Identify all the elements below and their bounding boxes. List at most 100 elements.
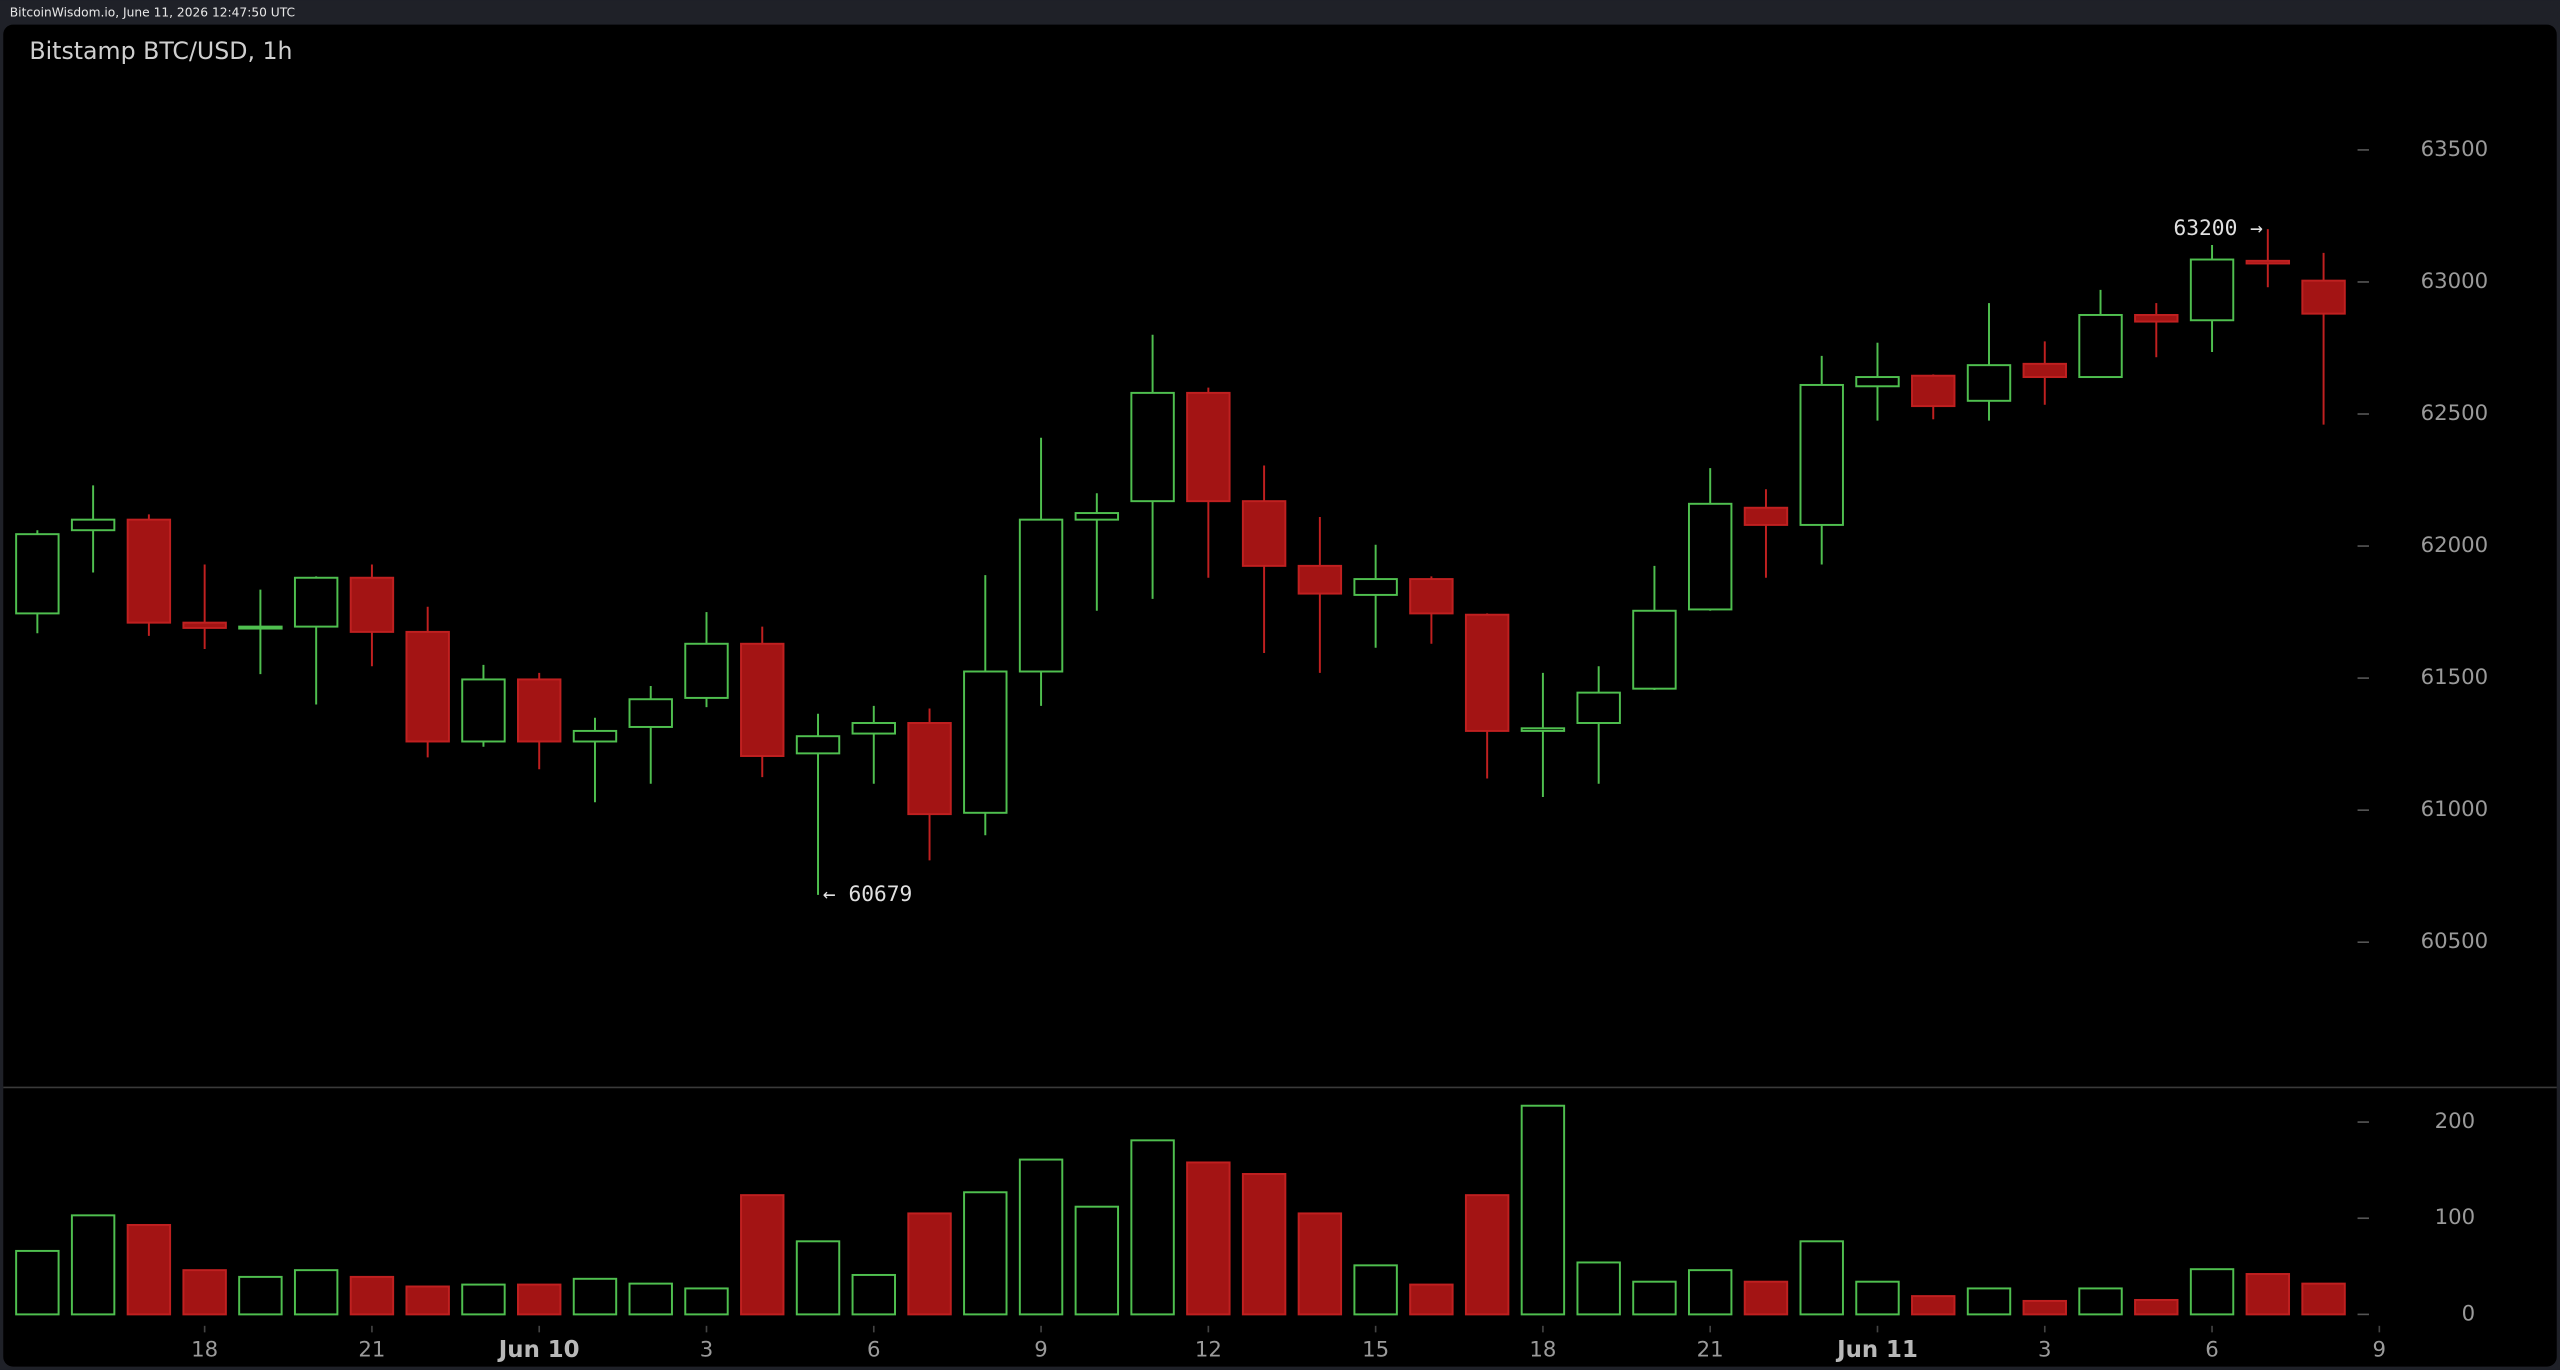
volume-bar <box>2022 1299 2067 1316</box>
volume-bar <box>2189 1268 2235 1316</box>
candle-body <box>1966 364 2012 402</box>
candle-body <box>851 722 896 735</box>
volume-bar <box>238 1275 283 1316</box>
volume-bar <box>795 1240 841 1316</box>
x-tick-label: 21 <box>1697 1337 1724 1362</box>
volume-bar <box>182 1269 227 1316</box>
candle-body <box>1186 391 1231 503</box>
annotation: 63200 → <box>2173 216 2263 241</box>
candle-body <box>2245 259 2291 265</box>
x-tick-label: 18 <box>1529 1337 1556 1362</box>
candle-body <box>293 576 339 628</box>
candle-body <box>795 735 841 755</box>
volume-bar <box>1018 1158 1064 1316</box>
volume-bar <box>1855 1280 1900 1316</box>
candle-body <box>1632 609 1677 690</box>
candle-body <box>238 625 283 630</box>
x-tick-label: 3 <box>700 1337 714 1362</box>
y-tick-label: 100 <box>2435 1205 2476 1230</box>
candle-body <box>2134 313 2179 323</box>
candle-body <box>182 621 227 629</box>
chart-title: Bitstamp BTC/USD, 1h <box>29 37 292 65</box>
x-tick-label: 9 <box>2373 1337 2387 1362</box>
volume-bar <box>1743 1280 1789 1316</box>
candle-body <box>684 642 729 699</box>
candle-body <box>1687 502 1733 611</box>
volume-bar <box>1464 1194 1510 1316</box>
x-tick-label: 15 <box>1362 1337 1389 1362</box>
header-text: BitcoinWisdom.io, June 11, 2026 12:47:50… <box>10 6 295 20</box>
x-tick-label: 12 <box>1195 1337 1222 1362</box>
volume-bar <box>1799 1240 1844 1316</box>
volume-bar <box>1074 1205 1120 1316</box>
volume-bar <box>1353 1264 1398 1316</box>
candle-body <box>461 678 506 743</box>
volume-bar <box>2078 1287 2123 1316</box>
candle-body <box>1074 512 1120 521</box>
candle-body <box>572 729 618 743</box>
volume-bar <box>293 1269 339 1316</box>
x-tick-label: 18 <box>191 1337 218 1362</box>
volume-bar <box>907 1212 952 1316</box>
candle-body <box>1130 391 1175 503</box>
volume-bar <box>405 1285 450 1316</box>
volume-bar <box>1576 1261 1621 1316</box>
volume-bar <box>349 1275 395 1316</box>
y-tick-label: 62500 <box>2421 401 2489 426</box>
volume-bar <box>2134 1298 2179 1316</box>
x-tick-label: Jun 10 <box>497 1337 580 1363</box>
candle-body <box>1743 506 1789 526</box>
volume-bar <box>2245 1273 2291 1316</box>
volume-bar <box>851 1273 896 1316</box>
candle-body <box>517 678 562 743</box>
volume-bar <box>2301 1282 2346 1316</box>
candle-body <box>1799 383 1844 526</box>
volume-bar <box>1632 1280 1677 1316</box>
y-tick-label: 0 <box>2462 1301 2476 1326</box>
y-tick-label: 60500 <box>2421 929 2489 954</box>
volume-bar <box>1130 1139 1175 1316</box>
candle-body <box>1018 518 1064 673</box>
volume-bar <box>15 1249 60 1316</box>
candle-body <box>907 722 952 816</box>
candle-body <box>1855 376 1900 388</box>
volume-bar <box>572 1277 618 1316</box>
x-tick-label: 3 <box>2038 1337 2052 1362</box>
candle-body <box>1241 500 1287 567</box>
volume-bar <box>963 1191 1008 1316</box>
volume-bar <box>1241 1173 1287 1316</box>
candle-body <box>2022 362 2067 379</box>
candle-body <box>1576 691 1621 724</box>
volume-bar <box>1911 1295 1956 1316</box>
candle-body <box>963 670 1008 814</box>
x-tick-label: 21 <box>358 1337 385 1362</box>
candle-body <box>15 533 60 615</box>
y-tick-label: 62000 <box>2421 533 2489 558</box>
volume-bar <box>1297 1212 1343 1316</box>
candle-body <box>2301 279 2346 315</box>
candle-body <box>405 630 450 743</box>
candle-body <box>740 642 785 757</box>
x-tick-label: 6 <box>2205 1337 2219 1362</box>
volume-bar <box>461 1283 506 1316</box>
volume-bar <box>1409 1283 1454 1316</box>
candle-body <box>1409 578 1454 615</box>
volume-bar <box>628 1282 673 1316</box>
volume-bar <box>1687 1269 1733 1316</box>
x-tick-label: 6 <box>867 1337 881 1362</box>
candle-body <box>1353 578 1398 596</box>
candle-body <box>2078 313 2123 379</box>
x-tick-label: Jun 11 <box>1835 1337 1918 1363</box>
y-tick-label: 61500 <box>2421 665 2489 690</box>
candle-body <box>349 576 395 633</box>
volume-bar <box>1520 1104 1566 1316</box>
chart-area <box>3 24 2557 1367</box>
candle-body <box>70 518 116 532</box>
volume-bar <box>1186 1161 1231 1316</box>
annotation: ← 60679 <box>823 882 912 907</box>
candle-body <box>2189 258 2235 322</box>
y-tick-label: 63000 <box>2421 269 2489 294</box>
volume-bar <box>126 1223 172 1316</box>
